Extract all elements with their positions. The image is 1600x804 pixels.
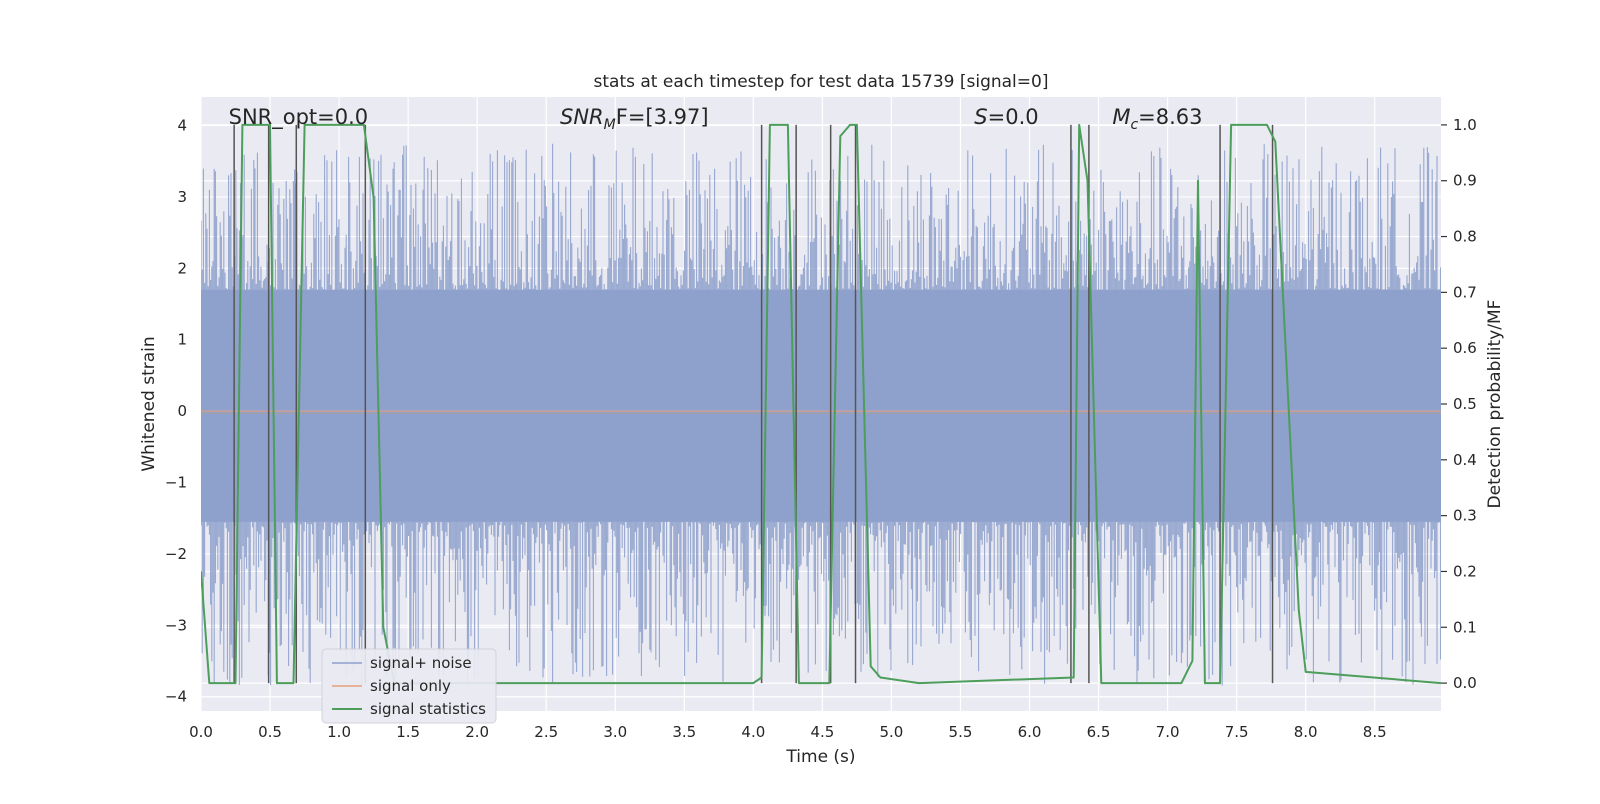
x-tick-label: 3.0	[603, 723, 627, 741]
y2-tick-label: 0.1	[1453, 618, 1477, 636]
x-tick-label: 1.0	[327, 723, 351, 741]
annotation-s: S=0.0	[974, 105, 1038, 129]
y2-tick-label: 0.6	[1453, 339, 1477, 357]
x-tick-label: 6.0	[1018, 723, 1042, 741]
x-tick-label: 7.5	[1225, 723, 1249, 741]
x-tick-label: 8.5	[1363, 723, 1387, 741]
y2-tick-label: 0.9	[1453, 172, 1477, 190]
y-tick-label: 1	[177, 331, 187, 349]
x-tick-label: 4.0	[741, 723, 765, 741]
y-tick-label: 4	[177, 117, 187, 135]
noise-series	[201, 143, 1441, 686]
x-tick-label: 2.0	[465, 723, 489, 741]
annotation-snr-mf-main: SNR	[560, 105, 604, 129]
x-tick-label: 2.5	[534, 723, 558, 741]
y-tick-label: 0	[177, 402, 187, 420]
y2-tick-label: 0.3	[1453, 507, 1477, 525]
y-tick-label: 2	[177, 259, 187, 277]
signal-only-series	[201, 410, 1441, 414]
y2-axis-label: Detection probability/MF	[1485, 300, 1505, 509]
x-axis-ticks: 0.0 0.5 1.0 1.5 2.0 2.5 3.0 3.5 4.0 4.5 5.0 5.5 6.0 6…	[189, 723, 1387, 741]
signal-statistics-line	[201, 123, 1441, 685]
annotation-snr-mf: SNRMF=[3.97]	[560, 105, 709, 133]
y2-tick-label: 0.4	[1453, 451, 1477, 469]
x-tick-label: 8.0	[1294, 723, 1318, 741]
noise-lower-excursions	[201, 411, 1441, 686]
annotation-mc-main: M	[1112, 105, 1130, 129]
annotation-s-value: =0.0	[988, 105, 1039, 129]
x-axis-label: Time (s)	[785, 747, 855, 767]
y2-tick-label: 0.2	[1453, 562, 1477, 580]
y-tick-label: −4	[165, 688, 187, 706]
signal-statistics-series	[201, 123, 1441, 685]
legend-label-signal-noise: signal+ noise	[370, 654, 472, 672]
y2-axis-ticks: 1.0 0.9 0.8 0.7 0.6 0.5 0.4 0.3 0.2 0.1 0.0	[1441, 116, 1477, 692]
legend-label-signal-only: signal only	[370, 677, 451, 695]
x-tick-label: 5.5	[949, 723, 973, 741]
x-tick-label: 3.5	[672, 723, 696, 741]
x-tick-label: 0.5	[258, 723, 282, 741]
y-tick-label: −3	[165, 616, 187, 634]
annotation-s-main: S	[974, 105, 987, 129]
annotation-snr-opt: SNR_opt=0.0	[229, 105, 369, 130]
y2-tick-label: 1.0	[1453, 116, 1477, 134]
annotation-mc-value: =8.63	[1138, 105, 1202, 129]
y-tick-label: −2	[165, 545, 187, 563]
noise-upper-excursions	[201, 143, 1441, 412]
x-tick-label: 7.0	[1156, 723, 1180, 741]
chart-title: stats at each timestep for test data 157…	[594, 72, 1049, 92]
y-axis-ticks: 4 3 2 1 0 −1 −2 −3 −4	[165, 117, 187, 706]
y-tick-label: −1	[165, 474, 187, 492]
annotation-mc-sub: c	[1130, 117, 1138, 133]
legend: signal+ noise signal only signal statist…	[321, 648, 497, 724]
x-tick-label: 1.5	[396, 723, 420, 741]
y2-tick-label: 0.7	[1453, 283, 1477, 301]
x-tick-label: 5.0	[879, 723, 903, 741]
legend-label-signal-statistics: signal statistics	[370, 700, 486, 718]
y2-tick-label: 0.8	[1453, 228, 1477, 246]
x-tick-label: 0.0	[189, 723, 213, 741]
y2-tick-label: 0.5	[1453, 395, 1477, 413]
y-tick-label: 3	[177, 188, 187, 206]
y-axis-label: Whitened strain	[139, 336, 159, 471]
annotation-snr-mf-value: F=[3.97]	[616, 105, 709, 129]
x-tick-label: 4.5	[810, 723, 834, 741]
y2-tick-label: 0.0	[1453, 674, 1477, 692]
x-tick-label: 6.5	[1087, 723, 1111, 741]
annotation-mc: Mc=8.63	[1112, 105, 1202, 133]
legend-box	[321, 648, 497, 724]
annotation-snr-mf-sub: M	[604, 117, 616, 133]
